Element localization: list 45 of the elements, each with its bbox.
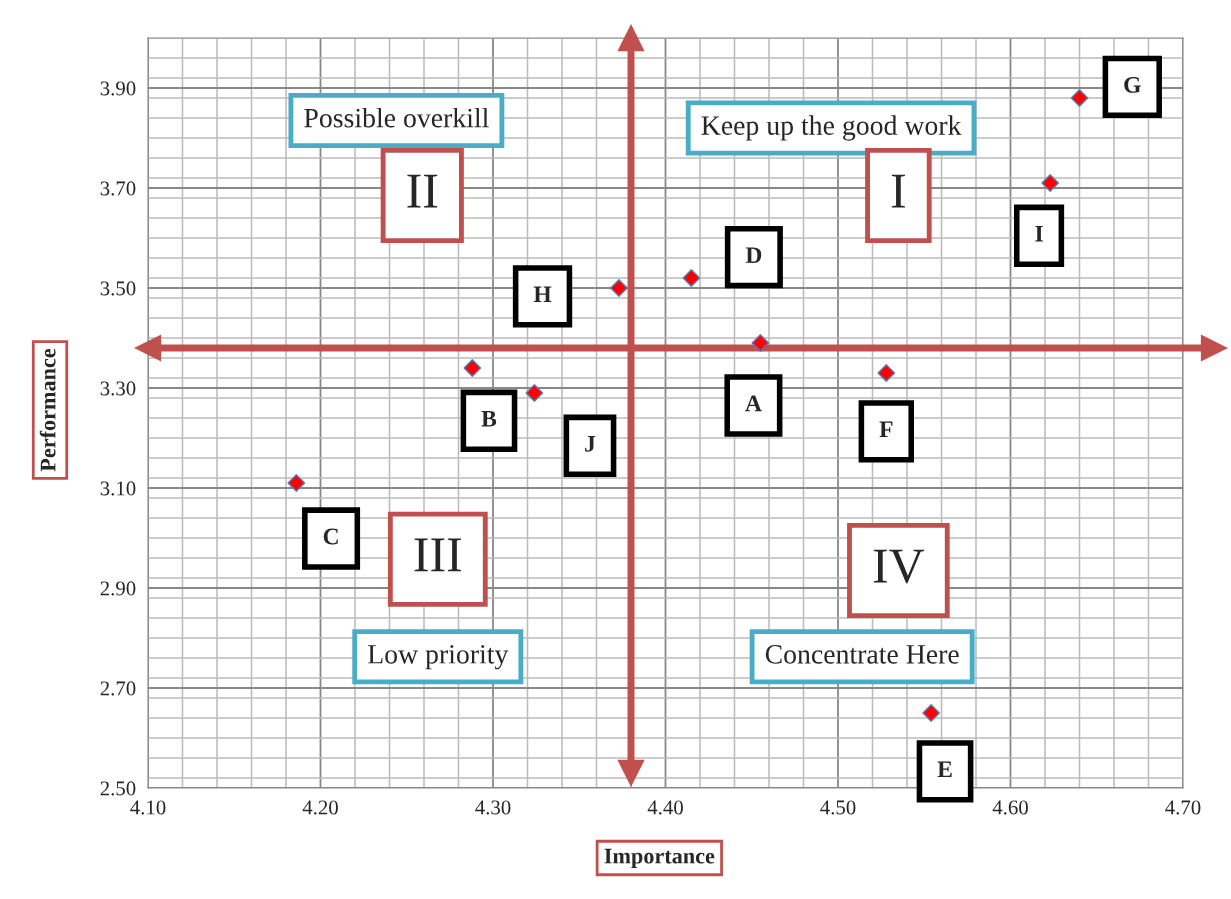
x-tick-label: 4.40 [647,800,683,815]
x-tick-label: 4.30 [475,800,511,815]
x-tick-label: 4.60 [992,800,1028,815]
y-tick-label: 3.90 [100,81,136,96]
annotation: D [745,247,762,263]
point [287,474,306,492]
point [525,384,544,402]
annotation: Low priority [368,644,509,670]
x-tick-label: 4.20 [302,800,338,815]
y-tick-label: 3.10 [100,481,136,496]
annotation: F [879,421,893,438]
y-axis-title: Performance [39,348,56,472]
y-tick-label: 3.70 [100,181,136,196]
annotation: A [745,395,762,412]
point [1070,89,1089,107]
annotation: Concentrate Here [765,645,959,664]
point [1041,174,1060,192]
point [922,704,941,722]
annotation: C [323,528,338,545]
annotation: III [414,538,462,572]
point [463,359,482,377]
y-tick-label: 3.30 [100,381,136,396]
x-tick-label: 4.10 [130,800,166,815]
y-tick-label: 2.90 [100,581,136,596]
annotation: IV [873,549,925,584]
x-tick-label: 4.50 [820,800,856,815]
point [877,364,896,382]
y-tick-label: 2.50 [100,781,136,796]
annotation: J [585,435,596,452]
x-axis-title: Importance [604,848,715,869]
annotation: G [1124,76,1141,93]
x-tick-label: 4.70 [1165,800,1201,815]
y-tick-label: 3.50 [100,281,136,296]
annotation: I [1035,225,1043,242]
annotation: E [937,761,952,778]
annotation: I [891,174,905,208]
annotation: B [481,410,497,427]
point [682,269,701,287]
annotation: II [407,174,438,208]
annotation: Possible overkill [304,107,489,128]
point [610,279,628,297]
annotation: Keep up the good work [701,115,962,141]
point [751,334,770,352]
y-tick-label: 2.70 [100,681,136,696]
annotation: H [533,286,552,303]
